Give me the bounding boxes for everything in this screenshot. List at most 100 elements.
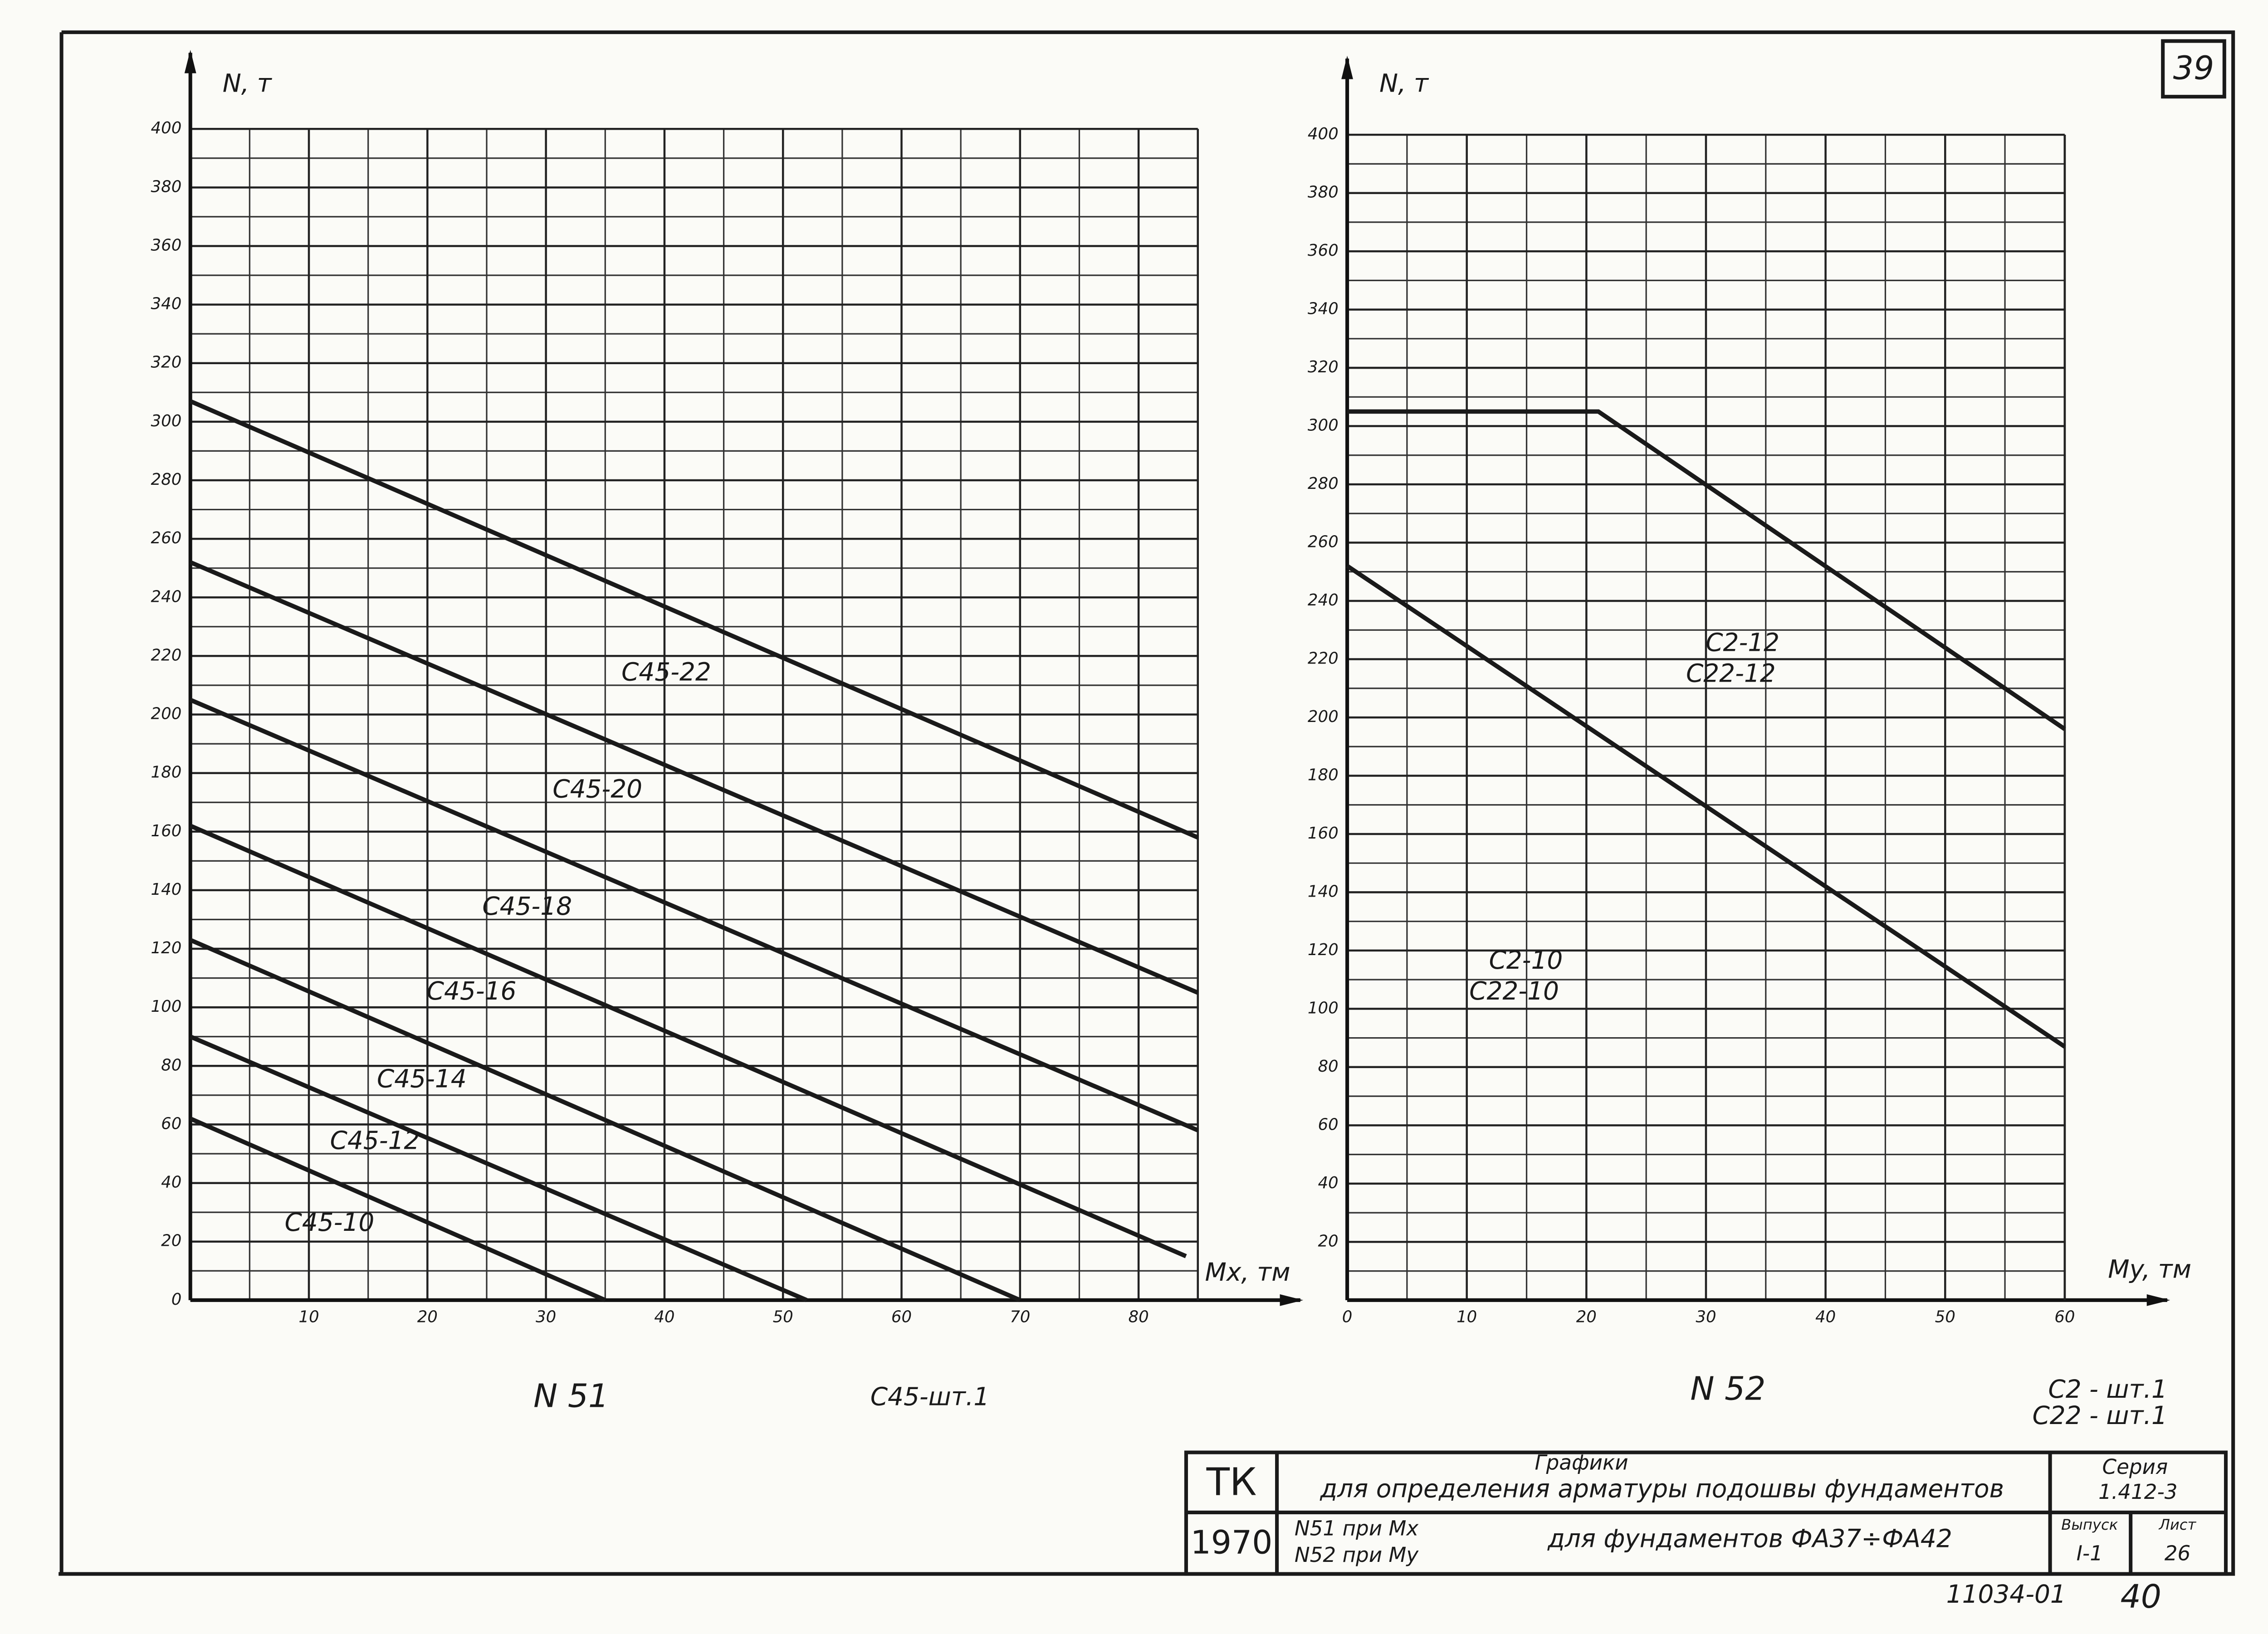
series-label: C45-22	[621, 657, 711, 686]
y-tick-label: 80	[1318, 1057, 1338, 1076]
series-label: C2-12	[1706, 628, 1779, 657]
x-tick-label: 30	[536, 1308, 556, 1327]
series-line	[189, 1034, 808, 1302]
x-tick-label: 50	[773, 1308, 793, 1327]
y-tick-label: 240	[151, 587, 182, 606]
x-axis-label: Mx, тм	[1205, 1258, 1290, 1287]
y-tick-label: 20	[1318, 1232, 1338, 1250]
y-tick-label: 0	[171, 1290, 182, 1309]
series-label: C45-16	[427, 976, 517, 1005]
series-label: C45-18	[482, 892, 572, 921]
series-label: C45-20	[552, 775, 642, 804]
y-tick-label: 220	[151, 646, 182, 664]
series-line	[189, 560, 1199, 995]
y-axis-arrow	[1341, 55, 1353, 79]
series-line	[189, 697, 1199, 1132]
page-number: 39	[2173, 49, 2214, 87]
series-line	[189, 938, 1021, 1302]
block-title: Графики	[1535, 1450, 1628, 1474]
x-tick-label: 40	[1815, 1308, 1836, 1327]
x-tick-label: 60	[2054, 1308, 2075, 1327]
y-tick-label: 60	[161, 1114, 181, 1133]
y-tick-label: 160	[151, 822, 182, 840]
y-tick-label: 340	[151, 295, 182, 313]
y-tick-label: 180	[1308, 766, 1339, 784]
block-line1: N51 при Mx	[1295, 1517, 1419, 1541]
x-tick-label: 20	[1576, 1308, 1597, 1327]
x-axis-arrow	[1280, 1294, 1304, 1306]
series-line	[189, 1117, 606, 1302]
chart-note: C2 - шт.1	[2048, 1375, 2167, 1404]
y-tick-label: 260	[1308, 533, 1339, 551]
y-tick-label: 140	[151, 880, 182, 899]
chart-caption: N 52	[1690, 1370, 1765, 1408]
y-axis-label: N, т	[223, 68, 273, 98]
y-tick-label: 220	[1308, 649, 1339, 668]
x-tick-label: 10	[1457, 1308, 1477, 1327]
drawing-code: 11034-01	[1946, 1580, 2066, 1609]
y-tick-label: 140	[1308, 882, 1339, 901]
x-tick-label: 80	[1129, 1308, 1149, 1327]
y-tick-label: 60	[1318, 1115, 1338, 1134]
block-line2: N52 при My	[1295, 1543, 1419, 1567]
series-line	[1346, 564, 2066, 1049]
x-tick-label: 60	[891, 1308, 912, 1327]
issue-value: I-1	[2077, 1541, 2103, 1566]
series-label: C45-12	[330, 1126, 420, 1155]
series-label: C2-10	[1489, 946, 1563, 975]
y-tick-label: 200	[151, 705, 182, 723]
y-tick-label: 80	[161, 1056, 181, 1074]
series-value: 1.412-3	[2098, 1480, 2177, 1504]
y-axis-label: N, т	[1379, 68, 1429, 98]
frame	[59, 30, 2235, 1576]
block-desc: для фундаментов ФА37÷ФА42	[1547, 1524, 1952, 1553]
series-line	[189, 399, 1199, 840]
y-tick-label: 120	[151, 939, 182, 957]
x-tick-label: 30	[1696, 1308, 1716, 1327]
y-tick-label: 40	[161, 1173, 181, 1192]
x-axis-label: My, тм	[2108, 1254, 2191, 1283]
chart-note: C22 - шт.1	[2033, 1401, 2167, 1430]
y-tick-label: 240	[1308, 591, 1339, 610]
drawing-number: 40	[2121, 1578, 2161, 1615]
series-label: C45-10	[284, 1208, 374, 1237]
y-tick-label: 40	[1318, 1174, 1338, 1192]
block-subtitle: для определения арматуры подошвы фундаме…	[1320, 1474, 2004, 1503]
y-tick-label: 360	[151, 236, 182, 254]
x-axis-arrow	[2146, 1294, 2170, 1306]
y-tick-label: 280	[151, 470, 182, 489]
chart-caption: N 51	[533, 1377, 609, 1415]
x-tick-label: 20	[417, 1308, 438, 1327]
y-tick-label: 400	[151, 119, 182, 137]
y-tick-label: 340	[1308, 300, 1339, 318]
x-tick-label: 40	[654, 1308, 675, 1327]
series-line	[1347, 409, 2066, 731]
year: 1970	[1191, 1523, 1273, 1561]
series-label: Серия	[2102, 1455, 2168, 1479]
y-tick-label: 300	[151, 412, 182, 430]
x-tick-label: 70	[1010, 1308, 1030, 1327]
series-label: C22-10	[1469, 976, 1559, 1005]
series-line	[189, 824, 1187, 1258]
y-axis-arrow	[184, 49, 196, 73]
y-tick-label: 260	[151, 529, 182, 547]
issue-label: Выпуск	[2061, 1516, 2118, 1533]
org: ТК	[1206, 1460, 1257, 1504]
y-tick-label: 160	[1308, 824, 1339, 843]
y-tick-label: 120	[1308, 941, 1339, 959]
x-tick-label: 10	[298, 1308, 319, 1327]
y-tick-label: 280	[1308, 474, 1339, 493]
y-tick-label: 180	[151, 763, 182, 782]
x-tick-label: 0	[1342, 1308, 1353, 1327]
y-tick-label: 360	[1308, 241, 1339, 260]
x-tick-label: 50	[1935, 1308, 1955, 1327]
sheet-value: 26	[2165, 1541, 2191, 1566]
y-tick-label: 200	[1308, 707, 1339, 726]
y-tick-label: 400	[1308, 125, 1339, 143]
y-tick-label: 20	[161, 1232, 181, 1250]
y-tick-label: 300	[1308, 416, 1339, 435]
y-tick-label: 100	[1308, 999, 1339, 1017]
sheet-label: Лист	[2159, 1516, 2197, 1533]
